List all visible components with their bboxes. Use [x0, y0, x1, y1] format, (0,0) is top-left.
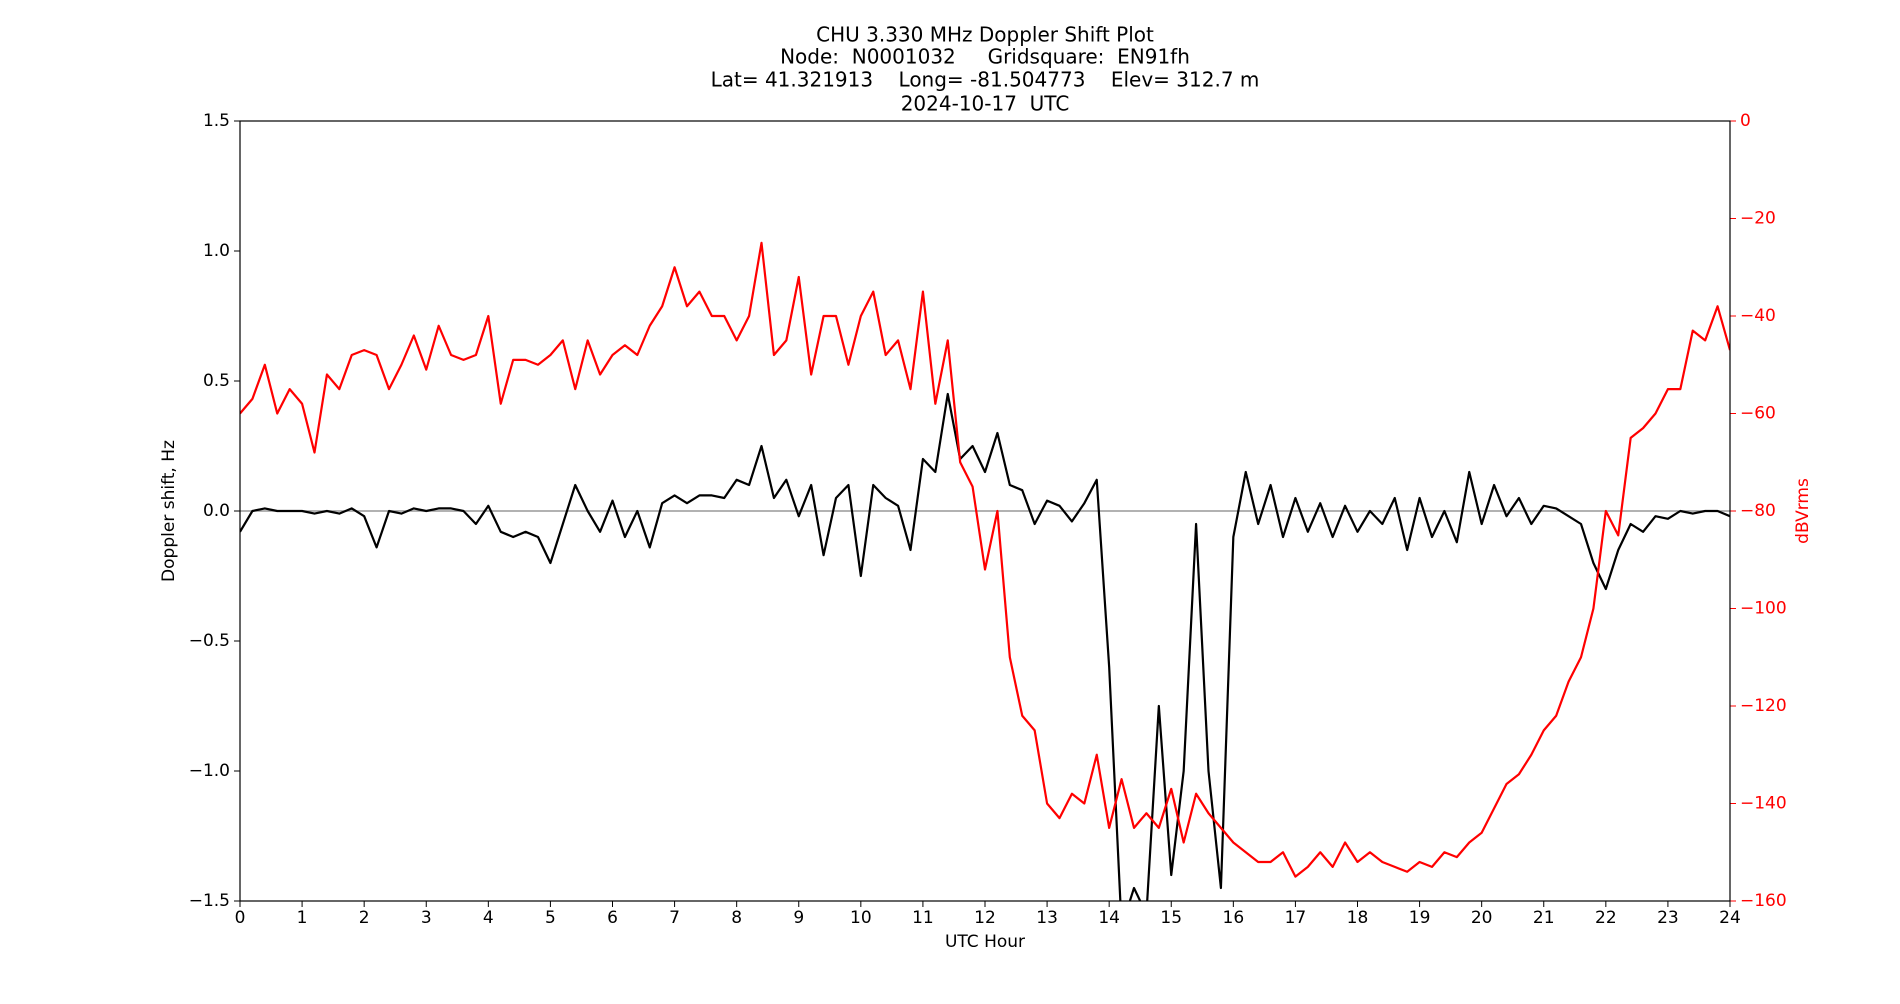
y2-tick-label: −160 [1740, 891, 1787, 911]
title-line: CHU 3.330 MHz Doppler Shift Plot [816, 23, 1154, 47]
y2-axis-label: dBVrms [1793, 478, 1813, 544]
y-tick-label: 1.5 [203, 111, 230, 131]
x-tick-label: 5 [545, 908, 556, 928]
y2-tick-label: −20 [1740, 209, 1776, 229]
x-tick-label: 8 [731, 908, 742, 928]
x-tick-label: 2 [359, 908, 370, 928]
x-tick-label: 15 [1160, 908, 1182, 928]
y-tick-label: −1.5 [189, 891, 230, 911]
x-tick-label: 13 [1036, 908, 1058, 928]
y2-tick-label: −100 [1740, 599, 1787, 619]
x-tick-label: 11 [912, 908, 934, 928]
y-tick-label: 1.0 [203, 241, 230, 261]
y2-tick-label: −80 [1740, 501, 1776, 521]
x-tick-label: 19 [1409, 908, 1431, 928]
title-line: Node: N0001032 Gridsquare: EN91fh [780, 45, 1190, 69]
y-tick-label: 0.0 [203, 501, 230, 521]
y-tick-label: −1.0 [189, 761, 230, 781]
y2-tick-label: −140 [1740, 794, 1787, 814]
x-tick-label: 9 [793, 908, 804, 928]
x-tick-label: 3 [421, 908, 432, 928]
title-line: 2024-10-17 UTC [901, 92, 1070, 116]
x-tick-label: 18 [1347, 908, 1369, 928]
x-tick-label: 4 [483, 908, 494, 928]
y2-tick-label: −60 [1740, 404, 1776, 424]
x-tick-label: 7 [669, 908, 680, 928]
x-tick-label: 17 [1285, 908, 1307, 928]
x-tick-label: 22 [1595, 908, 1617, 928]
y2-tick-label: 0 [1740, 111, 1751, 131]
x-tick-label: 6 [607, 908, 618, 928]
y2-tick-label: −120 [1740, 696, 1787, 716]
y-tick-label: −0.5 [189, 631, 230, 651]
x-tick-label: 1 [297, 908, 308, 928]
series-line [240, 392, 1730, 901]
x-tick-label: 21 [1533, 908, 1555, 928]
x-tick-label: 23 [1657, 908, 1679, 928]
x-tick-label: 24 [1719, 908, 1741, 928]
y2-tick-label: −40 [1740, 306, 1776, 326]
x-tick-label: 0 [235, 908, 246, 928]
series-line [240, 241, 1730, 878]
x-tick-label: 14 [1098, 908, 1120, 928]
y-tick-label: 0.5 [203, 371, 230, 391]
x-tick-label: 16 [1223, 908, 1245, 928]
plot-frame [239, 120, 1731, 902]
x-tick-label: 20 [1471, 908, 1493, 928]
y-axis-label: Doppler shift, Hz [159, 440, 179, 582]
x-axis-label: UTC Hour [945, 932, 1025, 952]
title-line: Lat= 41.321913 Long= -81.504773 Elev= 31… [711, 68, 1260, 92]
x-tick-label: 12 [974, 908, 996, 928]
x-tick-label: 10 [850, 908, 872, 928]
